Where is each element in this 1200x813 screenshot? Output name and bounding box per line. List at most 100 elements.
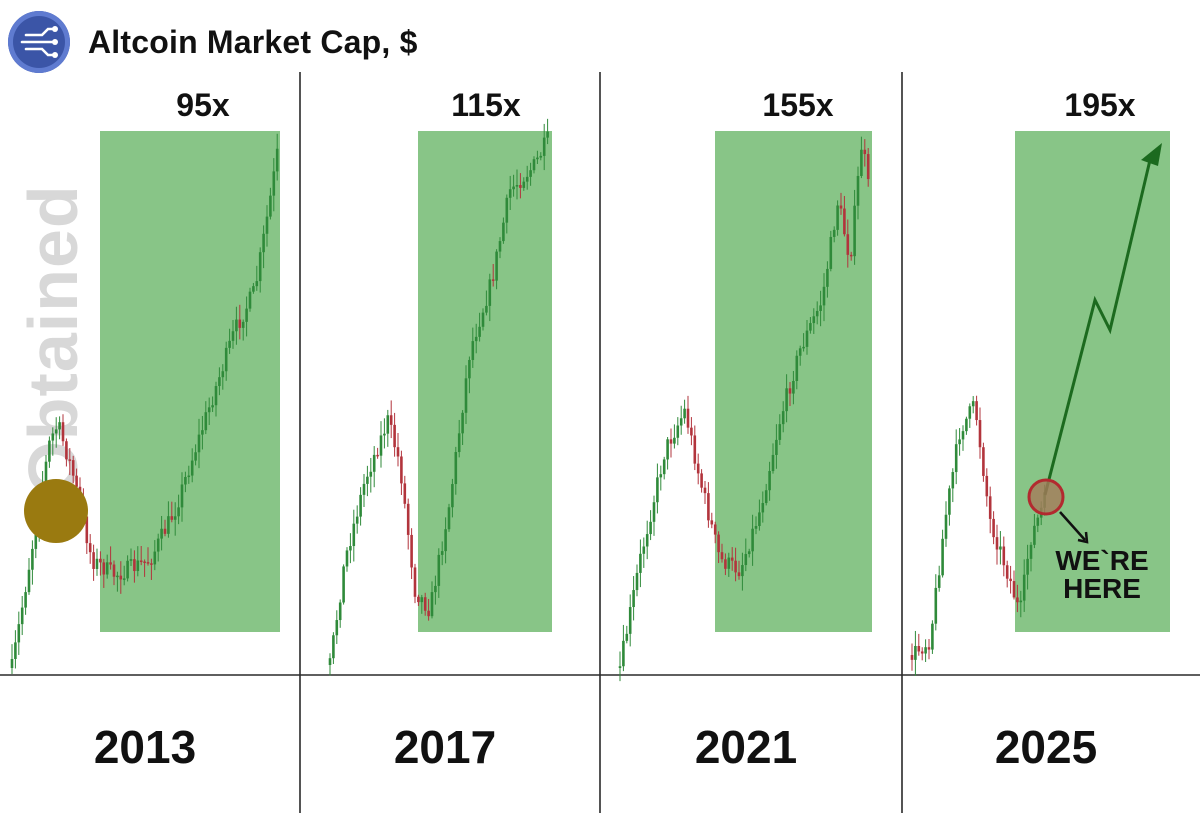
candle-down	[978, 420, 982, 448]
candle-down	[985, 475, 989, 497]
candle-up	[474, 336, 478, 342]
candle-down	[170, 516, 174, 520]
candle-down	[109, 562, 112, 565]
candle-down	[927, 647, 931, 650]
candle-up	[914, 645, 917, 660]
candle-up	[829, 236, 833, 269]
candle-up	[628, 607, 632, 634]
candle-up	[944, 514, 948, 539]
candle-up	[529, 170, 532, 177]
candle-down	[410, 534, 413, 568]
candle-up	[437, 554, 441, 586]
candle-up	[201, 430, 204, 435]
candle-up	[659, 474, 663, 478]
candle-up	[639, 553, 642, 573]
highlight-zone-2013	[100, 131, 280, 632]
badge-dot	[24, 479, 88, 543]
candle-up	[751, 528, 754, 552]
candle-up	[248, 291, 252, 309]
candle-up	[971, 401, 975, 407]
candle-up	[785, 388, 788, 412]
candle-up	[54, 429, 58, 434]
candle-up	[369, 471, 373, 477]
candle-up	[362, 483, 366, 495]
candle-up	[204, 412, 208, 431]
candle-up	[771, 454, 775, 472]
candle-up	[744, 554, 748, 566]
annotation-line-2: HERE	[1063, 573, 1141, 604]
candle-up	[48, 440, 51, 462]
multiplier-label-2021: 155x	[762, 87, 833, 123]
candle-up	[197, 434, 201, 453]
candle-up	[761, 503, 765, 513]
network-circuit-icon	[20, 26, 58, 58]
candle-up	[258, 252, 262, 282]
candle-down	[163, 528, 167, 534]
candle-up	[34, 530, 38, 549]
candle-up	[167, 516, 170, 534]
candle-up	[754, 526, 758, 529]
candles-2021	[618, 136, 870, 682]
candle-up	[741, 565, 744, 577]
candle-up	[379, 435, 383, 456]
candle-up	[269, 195, 272, 217]
candle-up	[802, 346, 805, 349]
candle-up	[546, 131, 549, 138]
candle-down	[393, 424, 396, 448]
candle-up	[778, 424, 782, 440]
candle-up	[252, 286, 255, 292]
candle-down	[417, 596, 420, 603]
candle-down	[863, 149, 867, 155]
candle-up	[539, 155, 543, 158]
candle-up	[44, 461, 48, 486]
candle-up	[349, 546, 352, 551]
candle-up	[228, 340, 231, 348]
candle-down	[710, 520, 714, 525]
candle-down	[975, 401, 978, 421]
candle-down	[143, 561, 146, 564]
candle-down	[75, 475, 78, 487]
candle-up	[832, 229, 836, 237]
candle-down	[65, 441, 68, 460]
candle-up	[758, 512, 761, 527]
candle-up	[95, 558, 99, 569]
candle-down	[1009, 578, 1012, 582]
candle-up	[805, 330, 809, 347]
candle-up	[822, 286, 826, 306]
candle-up	[221, 371, 225, 378]
candle-up	[272, 171, 276, 196]
candle-up	[457, 433, 461, 453]
candle-down	[238, 319, 242, 328]
current-position-marker	[1027, 478, 1065, 516]
candle-up	[1026, 558, 1029, 575]
candle-up	[826, 268, 829, 287]
candle-down	[491, 279, 495, 281]
candle-up	[224, 347, 228, 372]
candle-up	[447, 507, 451, 530]
candle-down	[720, 552, 724, 560]
candle-up	[129, 559, 133, 561]
candle-up	[160, 528, 163, 539]
candle-up	[335, 620, 339, 636]
candle-up	[764, 490, 768, 504]
candle-down	[1016, 597, 1019, 603]
candle-up	[656, 477, 659, 503]
candle-up	[999, 546, 1002, 550]
candle-up	[359, 494, 362, 517]
candle-up	[931, 623, 934, 650]
candle-up	[24, 592, 27, 608]
candle-up	[485, 305, 488, 313]
candle-up	[345, 550, 349, 567]
candle-up	[207, 407, 211, 413]
candle-up	[727, 557, 731, 569]
candle-up	[372, 454, 376, 472]
candle-down	[112, 564, 116, 577]
candle-up	[454, 452, 458, 485]
projection-arrow-head	[1141, 143, 1162, 166]
candle-up	[649, 521, 652, 535]
candle-down	[150, 563, 153, 565]
candle-down	[920, 651, 924, 654]
candle-up	[122, 578, 126, 580]
candle-up	[241, 321, 245, 328]
